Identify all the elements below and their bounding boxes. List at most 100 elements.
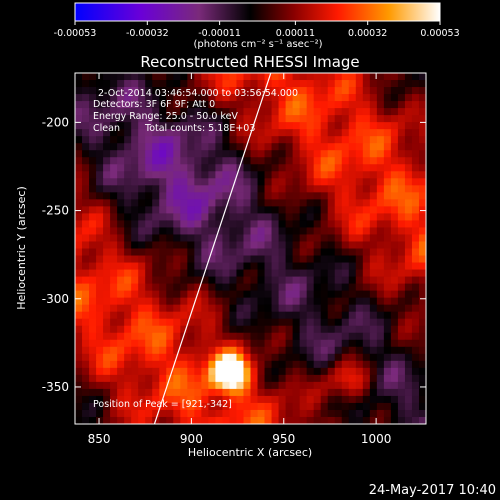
- heatmap-cell: [292, 255, 301, 263]
- heatmap-cell: [180, 395, 188, 404]
- heatmap-cell: [257, 353, 265, 362]
- heatmap-cell: [369, 374, 378, 383]
- heatmap-cell: [264, 339, 272, 348]
- heatmap-cell: [215, 388, 223, 397]
- heatmap-cell: [285, 346, 294, 355]
- heatmap-cell: [152, 206, 160, 214]
- heatmap-cell: [418, 115, 426, 123]
- heatmap-cell: [397, 283, 406, 292]
- heatmap-cell: [397, 346, 406, 355]
- heatmap-cell: [383, 416, 392, 424]
- heatmap-cell: [201, 290, 209, 299]
- heatmap-cell: [194, 409, 202, 418]
- heatmap-cell: [264, 367, 272, 376]
- heatmap-cell: [299, 283, 308, 292]
- heatmap-cell: [278, 80, 286, 88]
- heatmap-cell: [236, 143, 244, 151]
- heatmap-cell: [208, 388, 216, 397]
- heatmap-cell: [397, 269, 406, 277]
- heatmap-cell: [131, 402, 139, 411]
- heatmap-cell: [89, 87, 97, 95]
- heatmap-cell: [376, 346, 385, 355]
- heatmap-cell: [383, 290, 392, 299]
- heatmap-cell: [145, 171, 153, 179]
- heatmap-cell: [271, 192, 279, 200]
- heatmap-cell: [348, 241, 357, 249]
- heatmap-cell: [173, 108, 181, 116]
- heatmap-cell: [82, 367, 90, 376]
- heatmap-cell: [110, 129, 118, 137]
- heatmap-cell: [257, 409, 265, 418]
- heatmap-cell: [390, 339, 399, 348]
- heatmap-cell: [75, 73, 83, 81]
- heatmap-cell: [348, 416, 357, 424]
- heatmap-cell: [152, 73, 160, 81]
- heatmap-cell: [397, 157, 406, 165]
- heatmap-cell: [250, 143, 258, 151]
- heatmap-cell: [285, 241, 294, 249]
- heatmap-cell: [306, 136, 315, 144]
- heatmap-cell: [327, 269, 336, 277]
- heatmap-cell: [89, 199, 97, 207]
- heatmap-cell: [180, 108, 188, 116]
- heatmap-cell: [131, 80, 139, 88]
- heatmap-cell: [75, 255, 83, 263]
- heatmap-cell: [124, 101, 132, 109]
- heatmap-cell: [313, 318, 322, 327]
- heatmap-cell: [124, 276, 132, 284]
- heatmap-cell: [292, 395, 301, 404]
- heatmap-cell: [215, 185, 223, 193]
- heatmap-cell: [166, 402, 174, 411]
- heatmap-cell: [418, 353, 426, 362]
- heatmap-cell: [341, 157, 350, 165]
- heatmap-cell: [194, 262, 202, 270]
- heatmap-cell: [145, 241, 153, 249]
- heatmap-cell: [390, 234, 399, 242]
- heatmap-cell: [110, 262, 118, 270]
- heatmap-cell: [369, 129, 378, 137]
- heatmap-cell: [229, 94, 237, 102]
- heatmap-cell: [306, 402, 315, 411]
- heatmap-cell: [250, 395, 258, 404]
- heatmap-cell: [117, 108, 125, 116]
- heatmap-cell: [201, 388, 209, 397]
- heatmap-cell: [306, 206, 315, 214]
- heatmap-cell: [320, 395, 329, 404]
- heatmap-cell: [404, 374, 413, 383]
- heatmap-cell: [313, 73, 322, 81]
- heatmap-cell: [180, 192, 188, 200]
- heatmap-cell: [390, 269, 399, 277]
- heatmap-cell: [327, 332, 336, 341]
- heatmap-cell: [82, 157, 90, 165]
- heatmap-cell: [75, 276, 83, 284]
- heatmap-cell: [180, 136, 188, 144]
- heatmap-cell: [404, 178, 413, 186]
- heatmap-cell: [236, 122, 244, 130]
- heatmap-cell: [229, 346, 237, 355]
- heatmap-cell: [236, 276, 244, 284]
- heatmap-cell: [411, 283, 420, 292]
- heatmap-cell: [215, 192, 223, 200]
- heatmap-cell: [243, 248, 251, 256]
- heatmap-cell: [152, 213, 160, 221]
- heatmap-cell: [418, 157, 426, 165]
- heatmap-cell: [173, 122, 181, 130]
- heatmap-cell: [376, 353, 385, 362]
- heatmap-cell: [124, 220, 132, 228]
- heatmap-cell: [292, 171, 301, 179]
- heatmap-cell: [117, 353, 125, 362]
- heatmap-cell: [369, 325, 378, 334]
- heatmap-cell: [355, 192, 364, 200]
- heatmap-cell: [320, 227, 329, 235]
- heatmap-cell: [334, 143, 343, 151]
- heatmap-cell: [138, 395, 146, 404]
- heatmap-cell: [110, 311, 118, 320]
- heatmap-cell: [376, 374, 385, 383]
- heatmap-cell: [299, 143, 308, 151]
- heatmap-cell: [131, 213, 139, 221]
- heatmap-cell: [103, 381, 111, 390]
- heatmap-cell: [173, 164, 181, 172]
- heatmap-cell: [362, 241, 371, 249]
- heatmap-cell: [418, 234, 426, 242]
- heatmap-cell: [173, 199, 181, 207]
